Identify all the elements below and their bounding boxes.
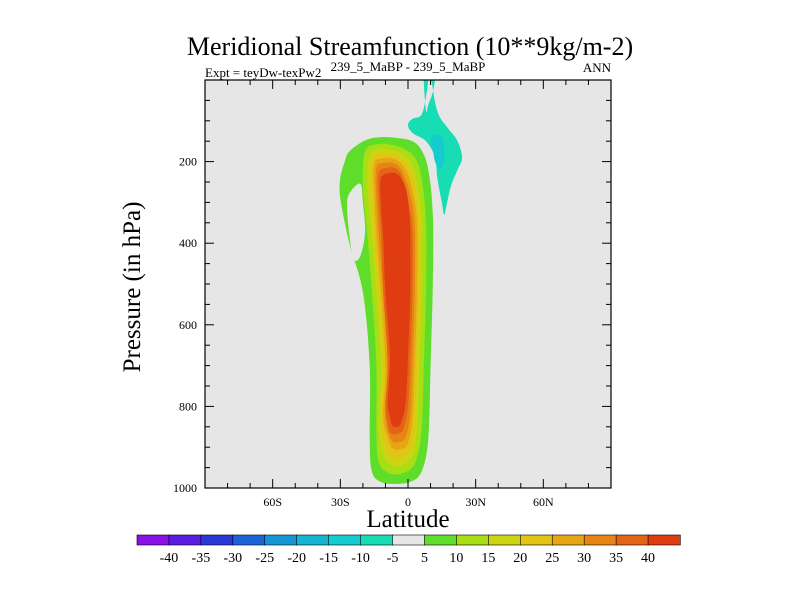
colorbar-swatch — [392, 534, 426, 546]
colorbar-label: 35 — [609, 551, 623, 566]
colorbar-label: -5 — [387, 551, 399, 566]
chart-title: Meridional Streamfunction (10**9kg/m-2) — [187, 32, 633, 61]
x-tick-label: 30S — [331, 495, 350, 509]
y-axis-label: Pressure (in hPa) — [119, 202, 146, 373]
y-tick-label: 600 — [179, 318, 197, 332]
colorbar-label: 20 — [513, 551, 527, 566]
colorbar-label: 10 — [449, 551, 463, 566]
colorbar-swatch — [168, 534, 202, 546]
x-tick-label: 30N — [465, 495, 486, 509]
contour-north-cell-minus10 — [430, 134, 445, 170]
colorbar-swatch — [456, 534, 489, 546]
colorbar-swatch — [647, 534, 681, 546]
axis-ticks: 60S 30S 0 30N 60N 200 400 600 800 1000 — [173, 80, 611, 509]
colorbar-label: -20 — [287, 551, 306, 566]
colorbar-label: 40 — [641, 551, 655, 566]
colorbar-label: -15 — [319, 551, 338, 566]
y-tick-label: 1000 — [173, 481, 197, 495]
colorbar-swatch — [551, 534, 585, 546]
colorbar-swatch — [296, 534, 330, 546]
colorbar-label: -30 — [223, 551, 242, 566]
x-tick-label: 60S — [263, 495, 282, 509]
colorbar-swatch — [232, 534, 266, 546]
colorbar-label: 5 — [421, 551, 428, 566]
colorbar-label: -10 — [351, 551, 370, 566]
colorbar-swatch — [583, 534, 617, 546]
colorbar-swatch — [424, 534, 458, 546]
y-tick-label: 200 — [179, 155, 197, 169]
x-tick-label: 60N — [533, 495, 554, 509]
colorbar-swatch — [615, 534, 649, 546]
colorbar: -40 -35 -30 -25 -20 -15 -10 -5 5 10 15 20 25 30 35 40 — [136, 534, 681, 566]
colorbar-swatch — [488, 534, 521, 546]
y-tick-label: 400 — [179, 236, 197, 250]
colorbar-swatch — [328, 534, 362, 546]
colorbar-swatch — [136, 534, 170, 546]
colorbar-label: -40 — [160, 551, 179, 566]
colorbar-swatch — [519, 534, 553, 546]
experiment-comparison-label: 239_5_MaBP - 239_5_MaBP — [331, 59, 486, 74]
y-tick-label: 800 — [179, 399, 197, 413]
colorbar-swatch — [360, 534, 394, 546]
x-tick-label: 0 — [405, 495, 411, 509]
colorbar-label: -35 — [192, 551, 211, 566]
contour-main-cell-5-hole — [347, 183, 366, 262]
colorbar-swatch — [200, 534, 234, 546]
colorbar-label: 15 — [481, 551, 495, 566]
colorbar-label: -25 — [255, 551, 274, 566]
contour-layer — [339, 80, 463, 484]
experiment-label: Expt = teyDw-texPw2 — [205, 65, 321, 80]
x-axis-label: Latitude — [366, 506, 449, 533]
colorbar-label: 25 — [545, 551, 559, 566]
season-label: ANN — [583, 60, 612, 75]
colorbar-swatch — [264, 534, 298, 546]
colorbar-label: 30 — [577, 551, 591, 566]
contour-main-cell-40 — [380, 172, 411, 427]
